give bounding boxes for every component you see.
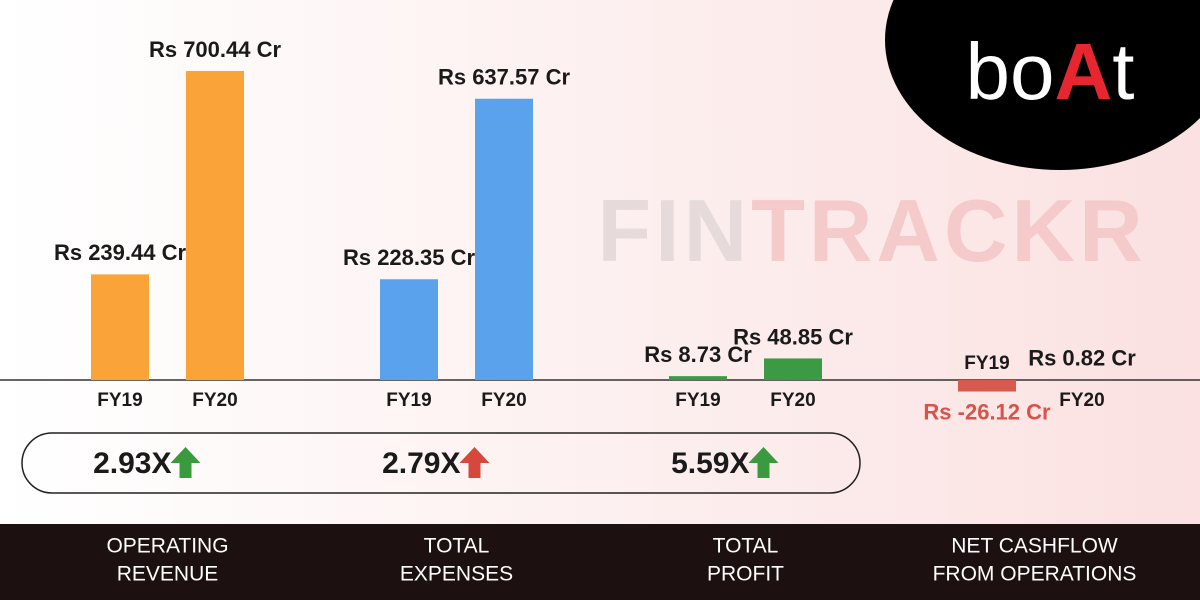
bar (764, 358, 822, 380)
x-tick-label: FY20 (770, 390, 815, 411)
growth-label: 2.93X (93, 447, 171, 480)
logo: boAt (966, 27, 1135, 116)
group-title: REVENUE (117, 563, 219, 586)
bar (186, 71, 244, 380)
group-title: NET CASHFLOW (951, 535, 1118, 558)
value-label: Rs 228.35 Cr (343, 245, 476, 270)
x-tick-label: FY20 (1059, 390, 1104, 411)
value-label: Rs 8.73 Cr (644, 342, 752, 367)
x-tick-label: FY20 (481, 390, 526, 411)
x-tick-label: FY19 (386, 390, 431, 411)
bar (380, 279, 438, 380)
x-tick-label: FY19 (964, 353, 1009, 374)
value-label: Rs 700.44 Cr (149, 37, 282, 62)
bar (958, 380, 1016, 392)
footer (0, 524, 1200, 600)
logo-blob (885, 0, 1200, 170)
bar (91, 274, 149, 380)
value-label: Rs 0.82 Cr (1028, 345, 1136, 370)
group-title: TOTAL (424, 535, 490, 558)
growth-arrow (748, 447, 779, 478)
growth-label: 5.59X (671, 447, 749, 480)
value-label: Rs 239.44 Cr (54, 240, 187, 265)
x-tick-label: FY20 (192, 390, 237, 411)
group-title: EXPENSES (400, 563, 513, 586)
group-title: OPERATING (106, 535, 228, 558)
group-title: PROFIT (707, 563, 784, 586)
growth-arrow (170, 447, 201, 478)
growth-label: 2.79X (382, 447, 460, 480)
bar (669, 376, 727, 380)
watermark: FINTRACKR (597, 181, 1146, 280)
group-title: FROM OPERATIONS (933, 563, 1137, 586)
value-label: Rs 48.85 Cr (733, 324, 853, 349)
value-label: Rs -26.12 Cr (923, 399, 1051, 424)
value-label: Rs 637.57 Cr (438, 65, 571, 90)
x-tick-label: FY19 (97, 390, 142, 411)
growth-box (21, 432, 861, 494)
growth-arrow (459, 447, 490, 478)
bar (475, 98, 533, 381)
group-title: TOTAL (713, 535, 779, 558)
x-tick-label: FY19 (675, 390, 720, 411)
